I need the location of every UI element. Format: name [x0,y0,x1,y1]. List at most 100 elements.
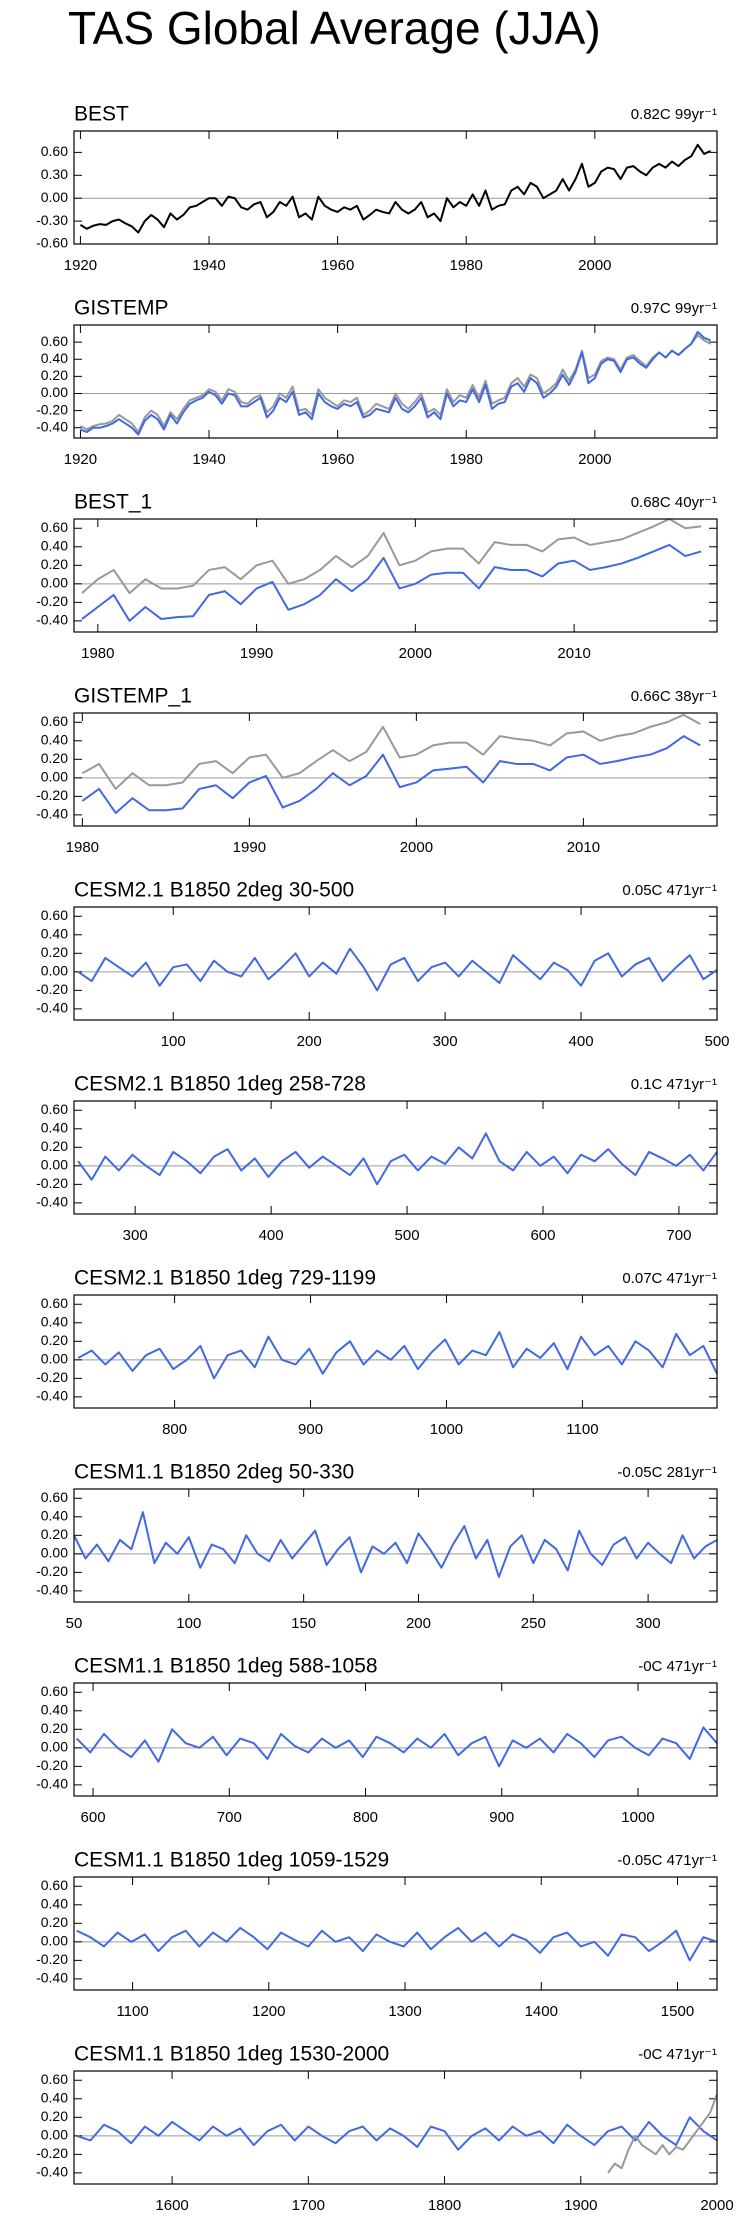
x-tick-label: 150 [291,1615,316,1632]
y-tick-label: 0.20 [41,1332,68,1348]
y-tick-label: -0.60 [36,235,68,251]
x-tick-label: 700 [666,1227,691,1244]
series-line [607,2093,718,2174]
x-tick-label: 400 [259,1227,284,1244]
series-line [77,1132,718,1186]
x-tick-label: 1980 [81,645,114,662]
panel-annotation: -0C 471yr⁻¹ [638,1658,717,1675]
series-line [73,1511,718,1578]
y-tick-label: -0.40 [36,1582,68,1598]
x-tick-label: 1400 [525,2003,558,2020]
y-tick-label: 0.00 [41,1351,68,1367]
y-tick-label: -0.20 [36,1563,68,1579]
x-tick-label: 1200 [252,2003,285,2020]
x-tick-label: 2000 [400,839,433,856]
x-tick-label: 500 [395,1227,420,1244]
panel-annotation: -0C 471yr⁻¹ [638,2046,717,2063]
y-tick-label: -0.40 [36,1970,68,1986]
plot-frame [73,1876,718,1991]
x-tick-label: 2000 [399,645,432,662]
x-tick-label: 900 [489,1809,514,1826]
y-tick-label: 0.40 [41,925,68,941]
x-tick-label: 1900 [564,2197,597,2214]
plot-frame [73,1294,718,1409]
x-tick-label: 800 [162,1421,187,1438]
y-tick-label: 0.00 [41,575,68,591]
page-title: TAS Global Average (JJA) [68,2,601,54]
y-tick-label: -0.40 [36,612,68,628]
panel-title: GISTEMP_1 [74,685,192,708]
x-tick-label: 1940 [192,257,225,274]
y-tick-label: 0.60 [41,1489,68,1505]
panel-title: BEST_1 [74,491,152,514]
panel-title: CESM1.1 B1850 1deg 588-1058 [74,1655,378,1678]
y-tick-label: -0.40 [36,418,68,434]
x-tick-label: 900 [298,1421,323,1438]
y-tick-label: -0.40 [36,1388,68,1404]
x-tick-label: 1920 [64,257,97,274]
plot-frame [73,324,718,439]
panel-annotation: -0.05C 281yr⁻¹ [617,1464,717,1481]
y-tick-label: 0.20 [41,1914,68,1930]
y-tick-label: 0.60 [41,907,68,923]
y-tick-label: 0.60 [41,1877,68,1893]
panel-annotation: -0.05C 471yr⁻¹ [617,1852,717,1869]
y-tick-label: 0.20 [41,944,68,960]
y-tick-label: 0.40 [41,2089,68,2105]
y-tick-label: 0.40 [41,1119,68,1135]
y-tick-label: 0.60 [41,519,68,535]
x-tick-label: 2000 [700,2197,733,2214]
series-line [81,543,702,622]
panel-annotation: 0.97C 99yr⁻¹ [631,300,717,317]
panel-title: CESM2.1 B1850 1deg 729-1199 [74,1267,376,1290]
series-line [80,330,711,436]
series-line [76,2116,718,2151]
panel-title: CESM1.1 B1850 2deg 50-330 [74,1461,354,1484]
y-tick-label: 0.00 [41,384,68,400]
y-tick-label: 0.60 [41,143,68,159]
y-tick-label: -0.40 [36,1776,68,1792]
panel-title: CESM2.1 B1850 2deg 30-500 [74,879,354,902]
x-tick-label: 300 [433,1033,458,1050]
series-line [79,334,712,434]
y-tick-label: 0.00 [41,1545,68,1561]
y-tick-label: 0.40 [41,1701,68,1717]
panel-annotation: 0.82C 99yr⁻¹ [631,106,717,123]
panel-annotation: 0.66C 38yr⁻¹ [631,688,717,705]
x-tick-label: 1980 [450,451,483,468]
panel-annotation: 0.07C 471yr⁻¹ [622,1270,717,1287]
y-tick-label: 0.20 [41,750,68,766]
y-tick-label: 0.00 [41,963,68,979]
series-line [76,1726,718,1768]
panel-title: CESM2.1 B1850 1deg 258-728 [74,1073,366,1096]
y-tick-label: 0.40 [41,1313,68,1329]
x-tick-label: 1940 [192,451,225,468]
y-tick-label: 0.30 [41,166,68,182]
x-tick-label: 500 [704,1033,729,1050]
x-tick-label: 600 [530,1227,555,1244]
y-tick-label: -0.20 [36,1175,68,1191]
plot-frame [73,518,718,633]
y-tick-label: -0.20 [36,401,68,417]
plot-frame [73,1682,718,1797]
y-tick-label: -0.40 [36,2164,68,2180]
x-tick-label: 250 [521,1615,546,1632]
y-tick-label: 0.20 [41,2108,68,2124]
y-tick-label: 0.60 [41,1683,68,1699]
plot-frame [73,712,718,827]
x-tick-label: 1960 [321,451,354,468]
plot-frame [73,1100,718,1215]
y-tick-label: 0.00 [41,1933,68,1949]
panel-title: BEST [74,103,129,126]
y-tick-label: 0.20 [41,367,68,383]
y-tick-label: -0.30 [36,212,68,228]
x-tick-label: 800 [353,1809,378,1826]
series-line [77,947,718,992]
panel-title: CESM1.1 B1850 1deg 1059-1529 [74,1849,389,1872]
panel-annotation: 0.68C 40yr⁻¹ [631,494,717,511]
x-tick-label: 2010 [557,645,590,662]
y-tick-label: 0.60 [41,333,68,349]
series-line [81,735,701,815]
y-tick-label: 0.60 [41,1295,68,1311]
x-tick-label: 1800 [428,2197,461,2214]
